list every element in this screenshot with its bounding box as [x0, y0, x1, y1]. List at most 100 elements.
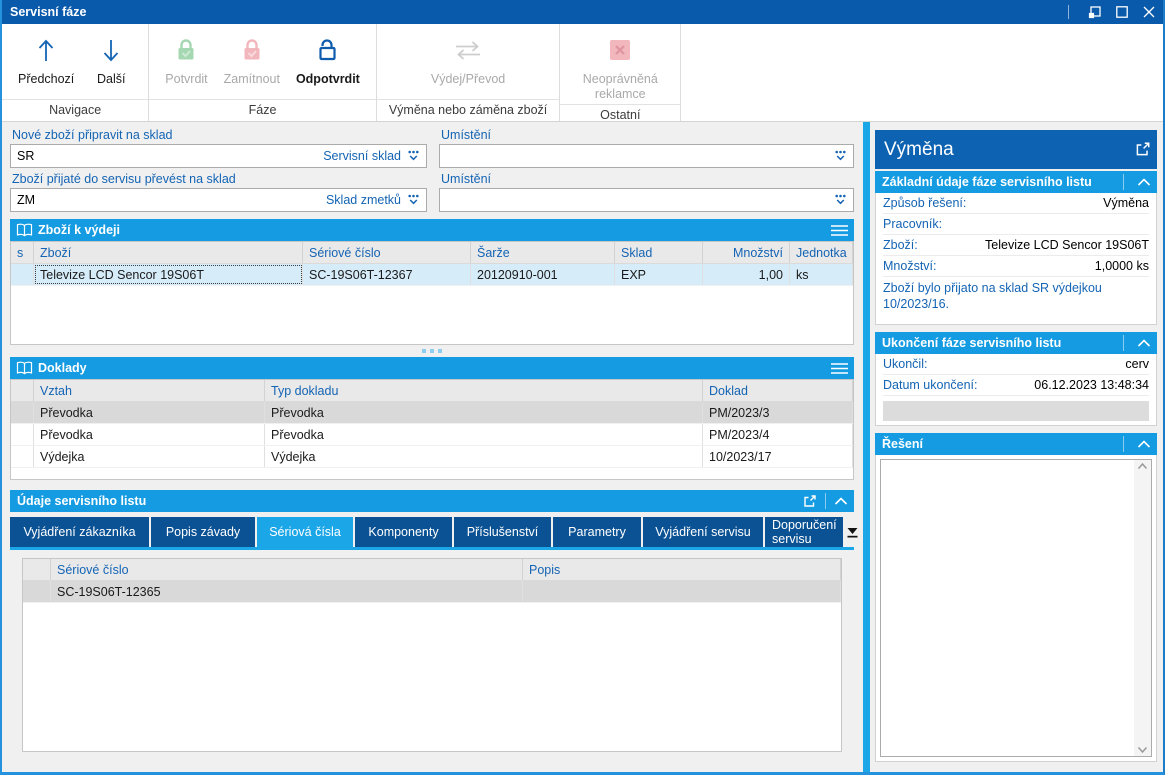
toolbar-group-caption: Fáze: [149, 99, 376, 121]
toolbar-button-dalsi[interactable]: Další: [82, 28, 140, 99]
toolbar-button-odpotvrdit[interactable]: Odpotvrdit: [288, 28, 368, 99]
detail-value: 06.12.2023 13:48:34: [1034, 378, 1149, 392]
arrow-up-icon: [37, 33, 55, 67]
detail-panel-title: Výměna: [884, 138, 954, 160]
titlebar: Servisní fáze: [2, 0, 1163, 24]
vertical-splitter[interactable]: [859, 122, 873, 772]
toolbar-button-predchozi[interactable]: Předchozí: [10, 28, 82, 99]
scroll-down-icon[interactable]: [1137, 746, 1148, 754]
cell: [11, 424, 34, 445]
popout-icon[interactable]: [1134, 141, 1151, 158]
empty-field-bar: [883, 401, 1149, 421]
transfer-arrows-icon: [451, 33, 485, 67]
detail-value: 1,0000 ks: [1094, 259, 1149, 273]
toolbar-group: Výdej/Převod Výměna nebo záměna zboží: [376, 24, 561, 121]
cell: Převodka: [265, 402, 703, 423]
tab-1[interactable]: Vyjádření zákazníka: [10, 517, 149, 547]
tab-4[interactable]: Komponenty: [355, 517, 452, 547]
cell: 10/2023/17: [703, 446, 853, 467]
column-header[interactable]: Množství: [703, 242, 790, 263]
detail-label: Zboží:: [883, 238, 918, 252]
table-row[interactable]: Výdejka Výdejka 10/2023/17: [11, 446, 853, 468]
picker-dropdown-icon[interactable]: [406, 149, 421, 163]
toolbar-button-label: Odpotvrdit: [295, 72, 360, 86]
detail-row: Ukončil: cerv: [883, 354, 1149, 375]
field-input[interactable]: ZM Sklad zmetků: [10, 188, 427, 212]
field-suffix: Sklad zmetků: [325, 193, 401, 207]
field-input[interactable]: [439, 188, 854, 212]
field-input[interactable]: [439, 144, 854, 168]
column-header[interactable]: Sériové číslo: [303, 242, 471, 263]
column-header[interactable]: Vztah: [34, 380, 265, 401]
tab-6[interactable]: Parametry: [553, 517, 641, 547]
table-row[interactable]: SC-19S06T-12365: [23, 581, 841, 603]
open-book-icon: [16, 361, 33, 375]
table-row[interactable]: Převodka Převodka PM/2023/4: [11, 424, 853, 446]
column-header[interactable]: Šarže: [471, 242, 615, 263]
tab-3[interactable]: Sériová čísla: [257, 517, 353, 547]
column-header[interactable]: Zboží: [34, 242, 303, 263]
column-header[interactable]: Doklad: [703, 380, 853, 401]
popout-icon[interactable]: [802, 494, 817, 509]
table-row[interactable]: Televize LCD Sencor 19S06T SC-19S06T-1236…: [11, 264, 853, 286]
tab-8[interactable]: Doporučení servisu: [765, 517, 843, 547]
toolbar-group: Předchozí Další Navigace: [2, 24, 150, 121]
toolbar-button-label: Výdej/Převod: [430, 72, 506, 86]
close-icon[interactable]: [1143, 6, 1155, 18]
open-book-icon: [16, 223, 33, 237]
column-header[interactable]: Sklad: [615, 242, 703, 263]
arrow-down-icon: [102, 33, 120, 67]
resolution-text[interactable]: [881, 460, 1134, 756]
tab-2[interactable]: Popis závady: [151, 517, 255, 547]
serial-numbers-table: Sériové číslo Popis SC-19S06T-12365: [22, 558, 842, 752]
tab-5[interactable]: Příslušenství: [454, 517, 551, 547]
goods-table: s Zboží Sériové číslo Šarže Sklad Množství Jed…: [10, 241, 854, 345]
field-value: ZM: [17, 193, 36, 207]
form-row: Zboží přijaté do servisu převést na skla…: [10, 171, 854, 212]
dock-window-icon[interactable]: [1088, 5, 1101, 19]
field-input[interactable]: SR Servisní sklad: [10, 144, 427, 168]
detail-row: Zboží: Televize LCD Sencor 19S06T: [883, 235, 1149, 256]
toolbar-button-label: Zamítnout: [223, 72, 280, 86]
cell: PM/2023/3: [703, 402, 853, 423]
detail-label: Způsob řešení:: [883, 196, 967, 210]
section-title: Ukončení fáze servisního listu: [882, 336, 1062, 350]
collapse-chevron-icon[interactable]: [1123, 335, 1157, 351]
horizontal-splitter[interactable]: [10, 345, 854, 357]
column-header[interactable]: Typ dokladu: [265, 380, 703, 401]
form-field: Zboží přijaté do servisu převést na skla…: [10, 171, 427, 212]
more-tabs-icon[interactable]: [845, 526, 860, 539]
section-header-resolution: Řešení: [875, 433, 1157, 455]
picker-dropdown-icon[interactable]: [833, 193, 848, 207]
picker-dropdown-icon[interactable]: [406, 193, 421, 207]
cell: Převodka: [265, 424, 703, 445]
textarea-scrollbar[interactable]: [1134, 460, 1151, 756]
column-header[interactable]: Popis: [523, 559, 841, 580]
scroll-up-icon[interactable]: [1137, 462, 1148, 470]
column-header[interactable]: Sériové číslo: [51, 559, 523, 580]
toolbar-button-potvrdit: Potvrdit: [157, 28, 215, 99]
column-header[interactable]: [23, 559, 51, 580]
maximize-icon[interactable]: [1116, 6, 1128, 18]
panel-menu-icon[interactable]: [830, 224, 849, 237]
cell: 1,00: [703, 264, 790, 285]
cell: [11, 446, 34, 467]
toolbar-group: Neoprávněná reklamce Ostatní: [560, 24, 682, 122]
form-field: Nové zboží připravit na sklad SR Servisní …: [10, 127, 427, 168]
resolution-textarea[interactable]: [880, 459, 1152, 757]
panel-menu-icon[interactable]: [830, 362, 849, 375]
collapse-chevron-icon[interactable]: [1123, 174, 1157, 190]
column-header[interactable]: [11, 380, 34, 401]
tab-7[interactable]: Vyjádření servisu: [643, 517, 763, 547]
x-square-red-icon: [607, 33, 633, 67]
window-controls: [1068, 5, 1155, 19]
section-header-phase-end: Ukončení fáze servisního listu: [875, 332, 1157, 354]
column-header[interactable]: s: [11, 242, 34, 263]
table-row[interactable]: Převodka Převodka PM/2023/3: [11, 402, 853, 424]
column-header[interactable]: Jednotka: [790, 242, 853, 263]
collapse-chevron-icon[interactable]: [825, 493, 849, 509]
lock-red-icon: [240, 33, 264, 67]
collapse-chevron-icon[interactable]: [1123, 436, 1157, 452]
picker-dropdown-icon[interactable]: [833, 149, 848, 163]
